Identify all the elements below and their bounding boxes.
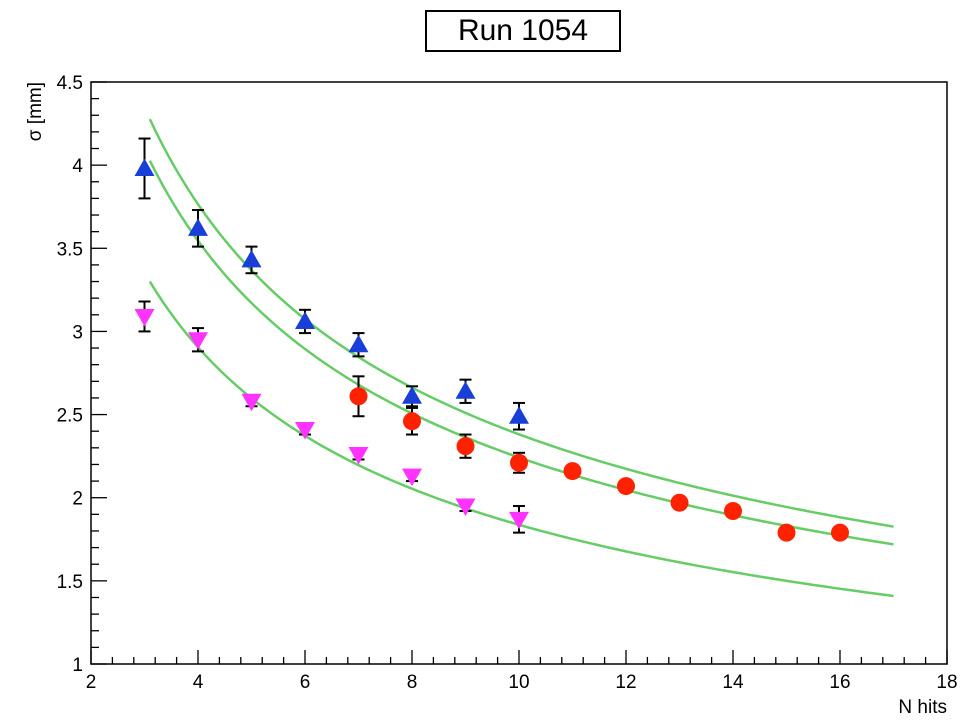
x-tick-label: 12	[615, 672, 636, 693]
data-point-circle	[403, 412, 421, 431]
data-point-circle	[510, 453, 528, 472]
data-point-circle	[724, 502, 742, 521]
data-point-triangle-up	[455, 381, 476, 399]
x-tick-label: 6	[300, 672, 311, 693]
chart-title: Run 1054	[425, 10, 621, 52]
y-tick-label: 2.5	[57, 406, 83, 427]
x-tick-label: 16	[829, 672, 850, 693]
data-point-triangle-up	[134, 158, 155, 176]
x-tick-label: 14	[722, 672, 744, 693]
plot-frame	[90, 81, 948, 665]
y-tick-label: 1	[72, 655, 83, 676]
data-point-circle	[349, 387, 368, 406]
data-point-triangle-down	[241, 393, 262, 412]
y-tick-label: 3	[72, 322, 83, 343]
y-tick-label: 1.5	[57, 572, 83, 593]
x-tick-label: 4	[193, 672, 204, 693]
data-point-circle	[777, 523, 796, 542]
data-point-circle	[456, 437, 475, 456]
y-tick-label: 3.5	[57, 239, 83, 260]
x-tick-label: 2	[86, 672, 97, 693]
data-point-triangle-down	[134, 308, 155, 327]
axes	[90, 81, 948, 665]
data-point-triangle-down	[455, 498, 476, 517]
data-point-circle	[563, 462, 582, 481]
data-point-triangle-up	[241, 249, 262, 268]
data-point-triangle-down	[188, 332, 208, 350]
x-axis-label: N hits	[898, 697, 947, 718]
data-point-triangle-up	[509, 406, 529, 424]
y-tick-label: 4	[72, 156, 83, 177]
data-point-triangle-up	[295, 311, 315, 329]
y-axis-label: σ [mm]	[25, 82, 46, 141]
data-point-circle	[831, 523, 849, 542]
y-tick-label: 2	[72, 489, 83, 510]
x-tick-label: 8	[407, 672, 418, 693]
data-point-triangle-down	[509, 511, 529, 530]
x-tick-label: 10	[508, 672, 529, 693]
axis-labels: 2 4 6 8 10 12 14 16 18 1 1.5 2 2.5 3 3.5 4 4.5 N hits σ [m…	[25, 73, 958, 718]
data-point-triangle-down	[295, 422, 315, 440]
data-point-triangle-down	[348, 446, 369, 465]
data-point-triangle-up	[402, 386, 422, 404]
fit-curve-3	[148, 280, 894, 598]
fit-curve-2	[148, 160, 894, 546]
data-point-circle	[617, 477, 635, 496]
data-points	[134, 137, 849, 542]
x-tick-label: 18	[936, 672, 957, 693]
data-point-triangle-up	[348, 334, 369, 353]
data-point-triangle-down	[402, 468, 422, 487]
fit-curve-1	[148, 118, 894, 528]
data-point-circle	[670, 493, 689, 512]
data-point-triangle-up	[188, 218, 208, 236]
y-tick-label: 4.5	[57, 73, 83, 94]
